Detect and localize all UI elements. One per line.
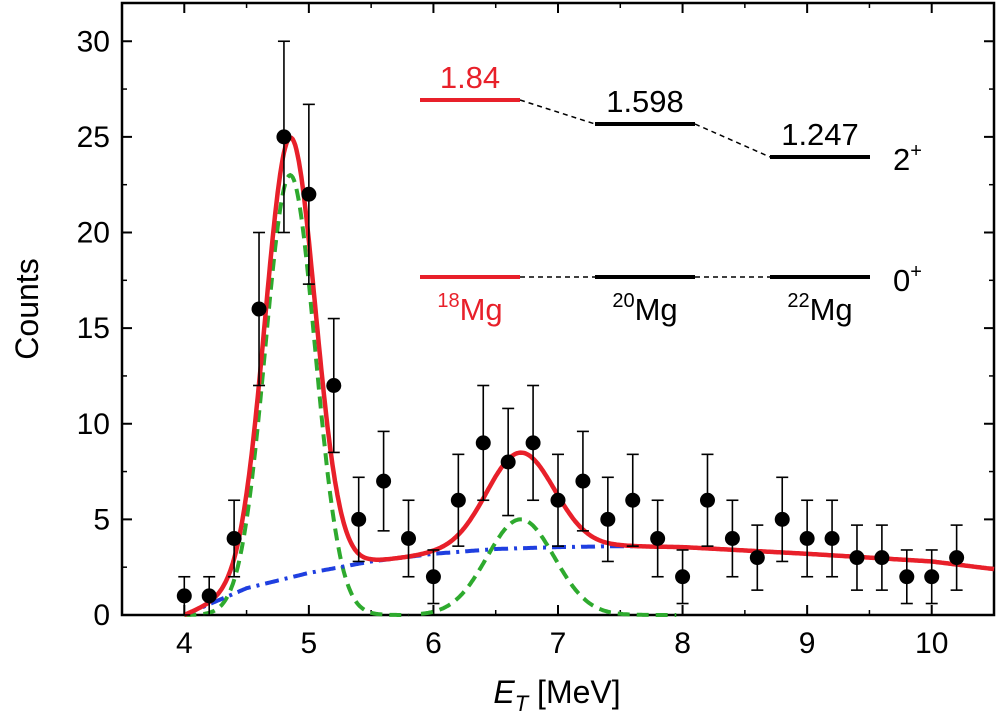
data-point	[301, 186, 317, 202]
level-value-20mg: 1.598	[606, 84, 684, 119]
data-point	[625, 492, 641, 508]
data-point	[849, 550, 865, 566]
data-point	[525, 435, 541, 451]
data-point	[276, 129, 292, 145]
x-tick-label: 8	[674, 627, 691, 660]
x-tick-label: 4	[176, 627, 193, 660]
data-point	[176, 588, 192, 604]
level-scheme: 1.84 1.598 1.247 2+ 0+ 18Mg 20Mg 22Mg	[420, 60, 922, 327]
level-value-18mg: 1.84	[440, 60, 500, 95]
spin-label-2plus: 2+	[893, 140, 922, 177]
x-tick-label: 5	[301, 627, 318, 660]
peak2-curve	[420, 517, 677, 617]
data-point	[924, 569, 940, 585]
x-axis-title-unit: [MeV]	[528, 674, 620, 710]
data-point	[874, 550, 890, 566]
y-tick-label: 30	[77, 25, 110, 58]
data-point	[824, 531, 840, 546]
x-tick-label: 9	[799, 627, 816, 660]
connector-2plus-a	[519, 99, 596, 125]
data-point	[899, 569, 915, 585]
element-20: Mg	[635, 292, 678, 327]
data-point	[201, 588, 217, 604]
fit-curves	[183, 135, 995, 617]
data-point	[351, 511, 367, 527]
x-axis-title-subscript: T	[515, 691, 530, 716]
data-point	[376, 473, 392, 489]
y-tick-label: 25	[77, 121, 110, 154]
nucleus-label-22mg: 22Mg	[787, 290, 852, 327]
x-tick-label: 10	[915, 627, 948, 660]
data-point	[226, 531, 242, 546]
data-point	[550, 492, 566, 508]
x-tick-label: 6	[425, 627, 442, 660]
y-tick-label: 10	[77, 408, 110, 441]
y-tick-label: 0	[93, 599, 110, 632]
nucleus-label-18mg: 18Mg	[437, 290, 502, 327]
spin-2: 2	[893, 142, 910, 177]
peak1-curve	[184, 172, 409, 617]
y-axis-title: Counts	[9, 258, 45, 359]
spin-label-0plus: 0+	[893, 261, 922, 298]
data-point	[774, 511, 790, 527]
connector-2plus-b	[694, 123, 771, 158]
element-18: Mg	[460, 292, 503, 327]
parity-0: +	[910, 261, 922, 283]
total-fit-curve	[183, 135, 995, 617]
level-value-22mg: 1.247	[781, 117, 859, 152]
parity-2: +	[910, 140, 922, 162]
data-point	[401, 531, 417, 546]
data-point	[799, 531, 815, 546]
y-tick-label: 15	[77, 312, 110, 345]
element-22: Mg	[810, 292, 853, 327]
data-point	[600, 511, 616, 527]
data-point	[650, 531, 666, 546]
data-points	[176, 40, 965, 616]
data-point	[251, 301, 267, 317]
data-point	[500, 454, 516, 470]
y-tick-label: 20	[77, 217, 110, 250]
spin-0: 0	[893, 263, 910, 298]
nucleus-label-20mg: 20Mg	[612, 290, 677, 327]
data-point	[326, 378, 342, 393]
x-axis-title: ET [MeV]	[493, 674, 620, 716]
data-point	[450, 492, 466, 508]
data-point	[475, 435, 491, 451]
x-axis-title-symbol: E	[493, 674, 515, 710]
x-tick-label: 7	[550, 627, 567, 660]
data-point	[425, 569, 441, 585]
data-point	[724, 531, 740, 546]
data-point	[749, 550, 765, 566]
data-point	[675, 569, 691, 585]
y-tick-label: 5	[93, 503, 110, 536]
mass-20: 20	[612, 290, 634, 312]
mass-18: 18	[437, 290, 459, 312]
data-point	[949, 550, 965, 566]
data-point	[699, 492, 715, 508]
data-point	[575, 473, 591, 489]
x-axis-ticks: 4 5 6 7 8 9 10	[176, 3, 948, 660]
mass-22: 22	[787, 290, 809, 312]
